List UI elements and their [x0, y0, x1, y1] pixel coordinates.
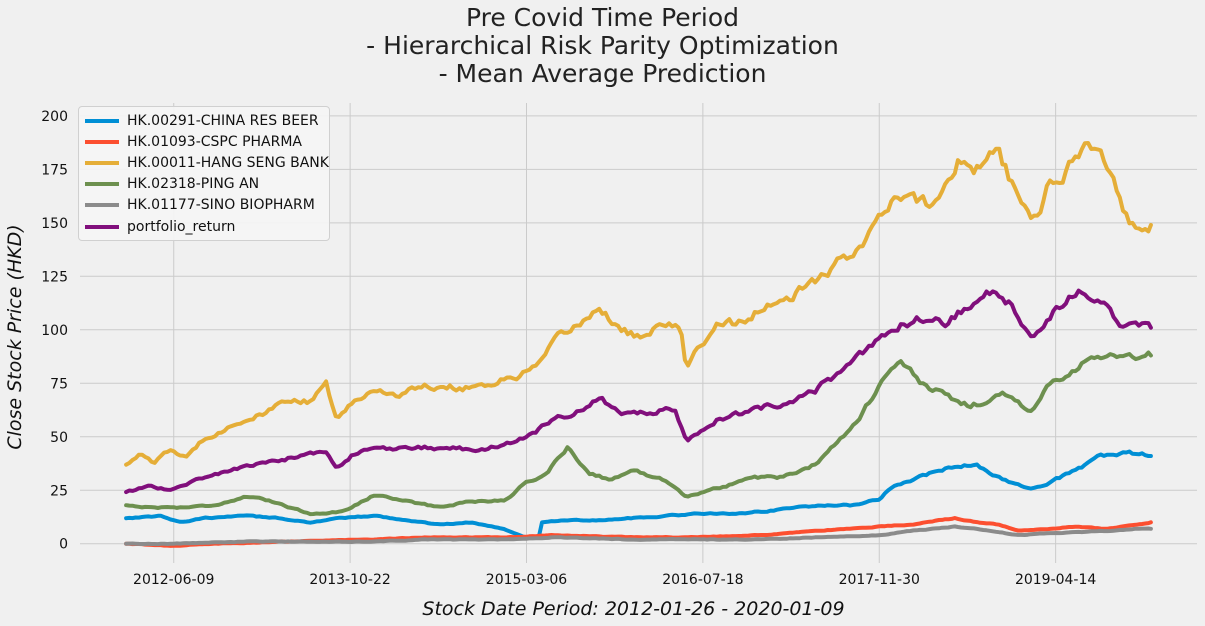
legend-swatch-3 [85, 182, 119, 187]
y-tick-label-6: 150 [41, 216, 68, 232]
chart-title-line-1: Pre Covid Time Period [465, 3, 740, 32]
legend-swatch-4 [85, 203, 119, 208]
x-axis-label: Stock Date Period: 2012-01-26 - 2020-01-… [422, 598, 844, 620]
series-line-0 [124, 449, 1153, 540]
series-line-2 [124, 141, 1153, 467]
legend-swatch-0 [85, 118, 119, 123]
legend-label-0: HK.00291-CHINA RES BEER [127, 112, 319, 129]
y-tick-label-8: 200 [41, 109, 68, 125]
y-tick-label-3: 75 [50, 376, 68, 392]
y-tick-label-4: 100 [41, 323, 68, 339]
x-tick-label-5: 2019-04-14 [1015, 572, 1096, 588]
chart-legend: HK.00291-CHINA RES BEER HK.01093-CSPC PH… [78, 106, 330, 242]
series-line-3 [124, 350, 1153, 517]
y-axis-label: Close Stock Price (HKD) [4, 224, 26, 449]
chart-title-line-3: - Mean Average Prediction [438, 59, 767, 88]
y-tick-label-1: 25 [50, 483, 68, 499]
legend-item-1: HK.01093-CSPC PHARMA [79, 131, 329, 152]
legend-label-1: HK.01093-CSPC PHARMA [127, 133, 303, 150]
legend-item-4: HK.01177-SINO BIOPHARM [79, 195, 329, 216]
x-tick-label-4: 2017-11-30 [839, 572, 920, 588]
chart-title-line-2: - Hierarchical Risk Parity Optimization [366, 31, 839, 60]
legend-label-5: portfolio_return [127, 218, 236, 235]
y-tick-label-5: 125 [41, 269, 68, 285]
x-tick-label-3: 2016-07-18 [662, 572, 743, 588]
x-tick-label-0: 2012-06-09 [133, 572, 214, 588]
series-line-5 [124, 288, 1153, 495]
y-tick-label-7: 175 [41, 162, 68, 178]
legend-swatch-2 [85, 160, 119, 165]
legend-item-5: portfolio_return [79, 216, 329, 237]
legend-label-3: HK.02318-PING AN [127, 176, 260, 193]
x-tick-label-2: 2015-03-06 [486, 572, 567, 588]
legend-item-0: HK.00291-CHINA RES BEER [79, 110, 329, 131]
legend-label-4: HK.01177-SINO BIOPHARM [127, 197, 315, 214]
legend-item-2: HK.00011-HANG SENG BANK [79, 152, 329, 173]
legend-swatch-5 [85, 224, 119, 229]
y-tick-label-2: 50 [50, 430, 68, 446]
x-tick-label-1: 2013-10-22 [309, 572, 390, 588]
legend-item-3: HK.02318-PING AN [79, 174, 329, 195]
legend-swatch-1 [85, 139, 119, 144]
legend-label-2: HK.00011-HANG SENG BANK [127, 154, 329, 171]
y-tick-label-0: 0 [59, 537, 68, 553]
series-line-4 [124, 524, 1153, 547]
